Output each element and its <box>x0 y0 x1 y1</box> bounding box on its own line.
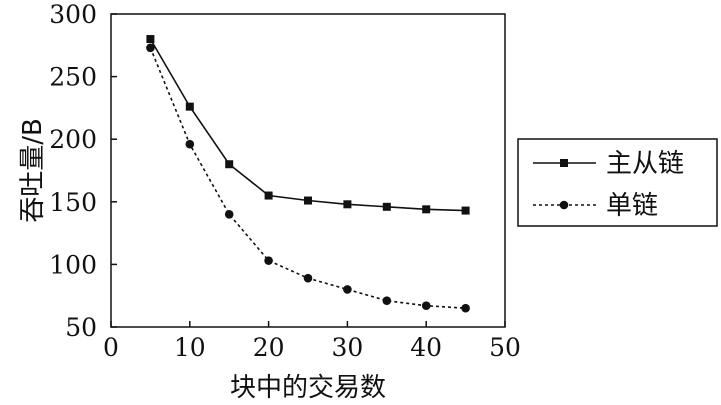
series-layer <box>146 35 470 313</box>
data-point-circle <box>303 273 313 283</box>
legend-label-1: 单链 <box>606 191 658 221</box>
y-tick-label: 100 <box>49 250 97 279</box>
data-point-square <box>461 206 470 215</box>
plot-area-border <box>110 13 506 328</box>
data-point-square <box>422 205 431 214</box>
x-tick-label: 30 <box>331 333 363 362</box>
x-axis-ticks: 0 10 20 30 40 50 <box>103 321 521 362</box>
y-tick-label: 50 <box>65 313 97 342</box>
data-point-square <box>225 160 234 169</box>
legend-marker-circle <box>559 200 569 210</box>
y-axis-ticks: 50 100 150 200 250 300 <box>49 0 117 342</box>
y-tick-label: 300 <box>49 0 97 29</box>
series-line-1 <box>149 47 466 309</box>
x-tick-label: 0 <box>103 333 119 362</box>
legend-label-0: 主从链 <box>606 149 684 179</box>
y-tick-label: 200 <box>49 125 97 154</box>
x-tick-label: 50 <box>489 333 521 362</box>
data-point-circle <box>224 210 234 219</box>
data-point-square <box>382 202 391 211</box>
data-point-square <box>264 191 273 200</box>
y-tick-label: 150 <box>49 188 97 217</box>
data-point-circle <box>343 285 352 294</box>
series-line-0 <box>149 38 466 212</box>
data-point-square <box>343 200 352 209</box>
x-tick-label: 20 <box>253 333 285 362</box>
legend-marker-square <box>560 159 568 167</box>
legend-box <box>517 138 718 227</box>
x-axis-title: 块中的交易数 <box>230 373 386 403</box>
data-point-square <box>185 102 194 111</box>
y-tick-label: 250 <box>49 63 97 92</box>
data-point-circle <box>461 303 470 313</box>
x-tick-label: 10 <box>174 333 206 362</box>
data-point-circle <box>146 43 155 53</box>
data-point-square <box>304 196 312 205</box>
data-point-circle <box>421 301 431 311</box>
data-point-circle <box>185 139 195 149</box>
y-axis-title: 吞吐量/B <box>18 118 48 223</box>
data-point-square <box>146 35 155 44</box>
data-point-circle <box>264 256 273 265</box>
plot-frame <box>110 13 506 328</box>
x-tick-label: 40 <box>410 333 442 362</box>
data-point-circle <box>382 296 392 306</box>
